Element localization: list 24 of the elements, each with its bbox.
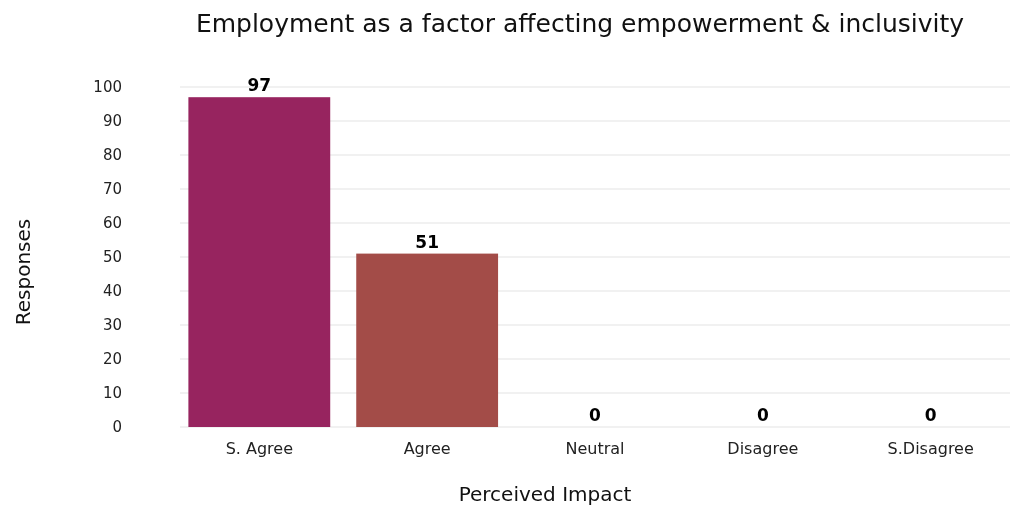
x-tick-label: Neutral xyxy=(565,439,625,458)
y-tick-label: 70 xyxy=(102,180,122,199)
data-label: 0 xyxy=(756,405,769,425)
y-tick-label: 90 xyxy=(102,112,122,131)
y-tick-label: 20 xyxy=(102,350,122,369)
y-tick-label: 100 xyxy=(93,78,122,97)
y-tick-label: 10 xyxy=(102,384,122,403)
data-label: 0 xyxy=(924,405,937,425)
x-tick-label: S. Agree xyxy=(225,439,293,458)
data-label: 97 xyxy=(247,75,272,96)
y-tick-label: 40 xyxy=(102,282,122,301)
data-label: 51 xyxy=(415,231,439,252)
y-tick-label: 30 xyxy=(102,316,122,335)
x-tick-label: Disagree xyxy=(727,439,799,458)
y-tick-label: 50 xyxy=(102,248,122,267)
y-tick-label: 0 xyxy=(112,418,122,437)
chart-title: Employment as a factor affecting empowerment & inclusivity xyxy=(195,9,965,38)
x-axis-title: Perceived Impact xyxy=(458,482,632,506)
y-tick-label: 80 xyxy=(102,146,122,165)
x-tick-label: S.Disagree xyxy=(887,439,974,458)
y-tick-label: 60 xyxy=(102,214,122,233)
y-axis-title: Responses xyxy=(11,218,35,326)
x-tick-label: Agree xyxy=(403,439,451,458)
data-label: 0 xyxy=(589,405,602,425)
